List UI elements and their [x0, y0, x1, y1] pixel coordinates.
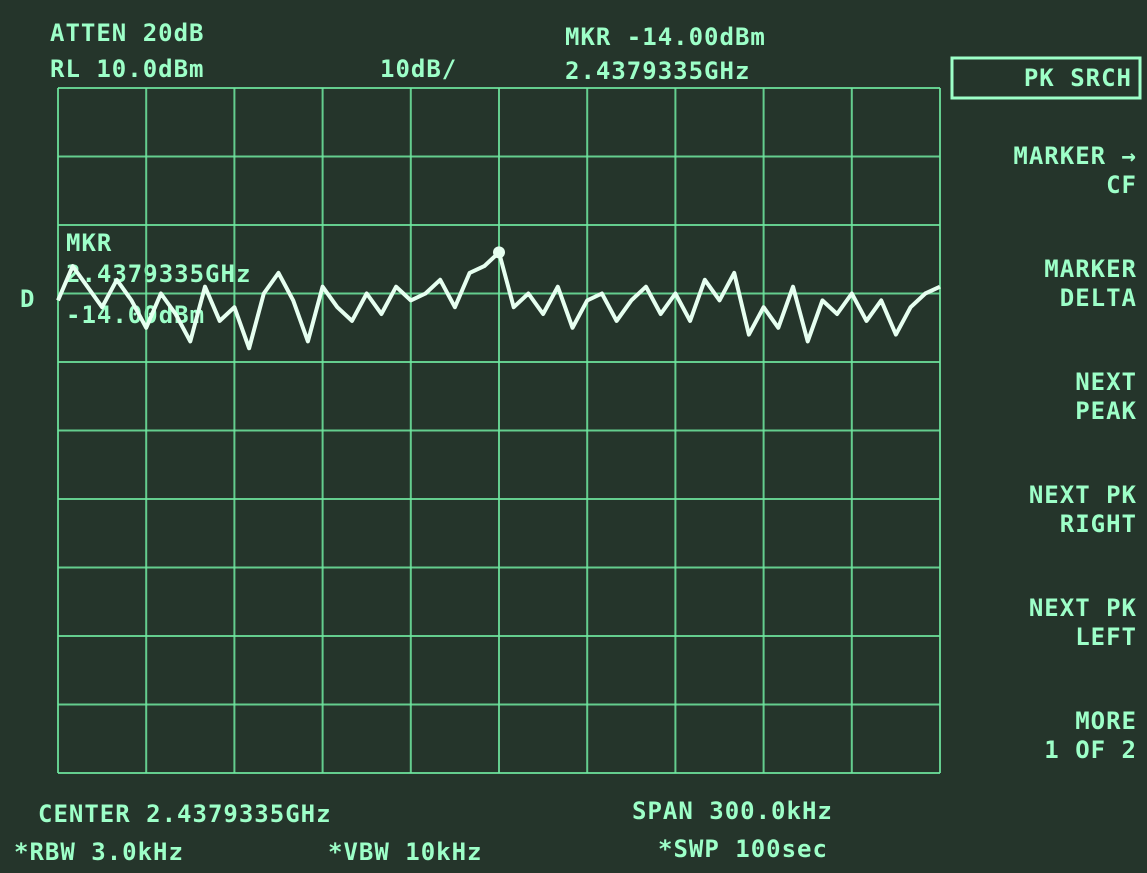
- ref-level: RL 10.0dBm: [50, 55, 205, 83]
- center: CENTER 2.4379335GHz: [38, 800, 332, 828]
- atten: ATTEN 20dB: [50, 19, 205, 47]
- softkey-label: CF: [1106, 171, 1137, 199]
- softkey-label: DELTA: [1060, 284, 1137, 312]
- sweep: *SWP 100sec: [658, 835, 828, 863]
- graticule: [57, 87, 941, 774]
- softkey-label: MARKER →: [1013, 142, 1137, 170]
- marker-freq-label: 2.4379335GHz: [66, 260, 251, 288]
- rbw: *RBW 3.0kHz: [14, 838, 184, 866]
- marker-level: MKR -14.00dBm: [565, 23, 766, 51]
- scale: 10dB/: [380, 55, 457, 83]
- softkey-label: MARKER: [1044, 255, 1137, 283]
- menu-title-box: [950, 56, 1142, 100]
- softkey-label: NEXT: [1075, 368, 1137, 396]
- marker-title: MKR: [66, 229, 112, 257]
- marker-freq: 2.4379335GHz: [565, 57, 750, 85]
- softkey-label: LEFT: [1075, 623, 1137, 651]
- softkey-label: NEXT PK: [1029, 594, 1137, 622]
- vbw: *VBW 10kHz: [328, 838, 483, 866]
- menu-title: PK SRCH: [1024, 64, 1132, 92]
- span: SPAN 300.0kHz: [632, 797, 833, 825]
- softkey-label: NEXT PK: [1029, 481, 1137, 509]
- softkey-label: MORE: [1075, 707, 1137, 735]
- softkey-label: 1 OF 2: [1044, 736, 1137, 764]
- marker-mode: D: [20, 285, 35, 313]
- softkey-label: RIGHT: [1060, 510, 1137, 538]
- softkey-label: PEAK: [1075, 397, 1137, 425]
- marker-dot: [493, 246, 505, 259]
